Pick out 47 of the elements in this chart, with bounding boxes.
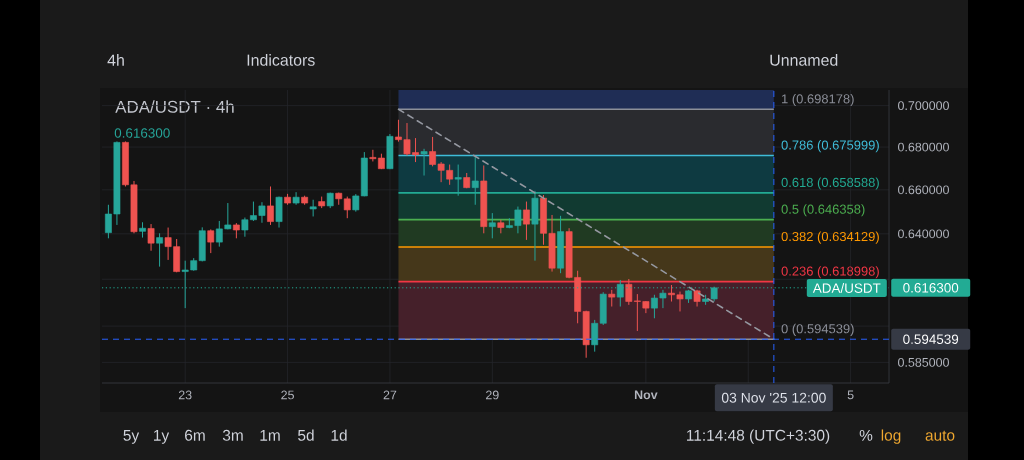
candlestick — [343, 196, 351, 219]
text: % — [859, 429, 873, 441]
x-tick-label: 27 — [383, 390, 397, 400]
x-tick-label: 23 — [178, 390, 192, 400]
text: 1d — [331, 429, 347, 441]
x-tick-label: 5 — [847, 390, 854, 400]
ref-line-label: 0 (0.594539) — [781, 323, 854, 336]
text: 1m — [260, 430, 280, 441]
ref-line-label: 0.616300 — [903, 283, 959, 293]
annotation: ADA/USDT — [812, 283, 881, 293]
y-tick-label: 0.700000 — [898, 101, 949, 111]
text: Unnamed — [770, 54, 838, 66]
ref-line-label: 1 (0.698178) — [782, 93, 854, 106]
y-tick-label: 0.660000 — [898, 185, 949, 195]
candlestick — [420, 148, 428, 177]
ref-line-label: 0.5 (0.646358) — [781, 204, 865, 217]
y-tick-label: 0.585000 — [898, 358, 949, 367]
annotation: 0.616300 — [114, 128, 170, 138]
text: 3m — [222, 429, 243, 441]
text: 5d — [298, 429, 314, 441]
ref-line-label: 03 Nov '25 12:00 — [721, 392, 826, 403]
text: auto — [925, 430, 955, 441]
text: log — [881, 429, 901, 444]
ref-line-label: 0.786 (0.675999) — [781, 140, 879, 153]
text: Indicators — [247, 54, 315, 66]
text: 1y — [154, 430, 170, 444]
candlestick — [147, 223, 155, 252]
y-tick-label: 0.680000 — [898, 142, 949, 152]
ref-line-label: 0.618 (0.658588) — [781, 177, 879, 190]
ref-line-label: 0.594539 — [903, 334, 959, 344]
text: 5y — [123, 430, 140, 444]
candlestick — [207, 228, 215, 254]
text: 6m — [185, 429, 205, 441]
text: 11:14:48 (UTC+3:30) — [687, 429, 830, 444]
x-tick-label: 25 — [281, 390, 294, 400]
text: 4h — [107, 54, 124, 66]
x-tick-label: Nov — [634, 390, 658, 400]
x-tick-label: 29 — [486, 390, 499, 400]
candlestick — [292, 191, 300, 206]
y-tick-label: 0.640000 — [898, 229, 949, 239]
candlestick — [523, 201, 530, 241]
candlestick — [488, 212, 496, 239]
candlestick — [267, 185, 274, 226]
ref-line-label: 0.236 (0.618998) — [781, 266, 879, 279]
chart-title: ADA/USDT · 4h — [115, 100, 234, 113]
candlestick — [156, 232, 163, 268]
ref-line-label: 0.382 (0.634129) — [781, 231, 879, 244]
